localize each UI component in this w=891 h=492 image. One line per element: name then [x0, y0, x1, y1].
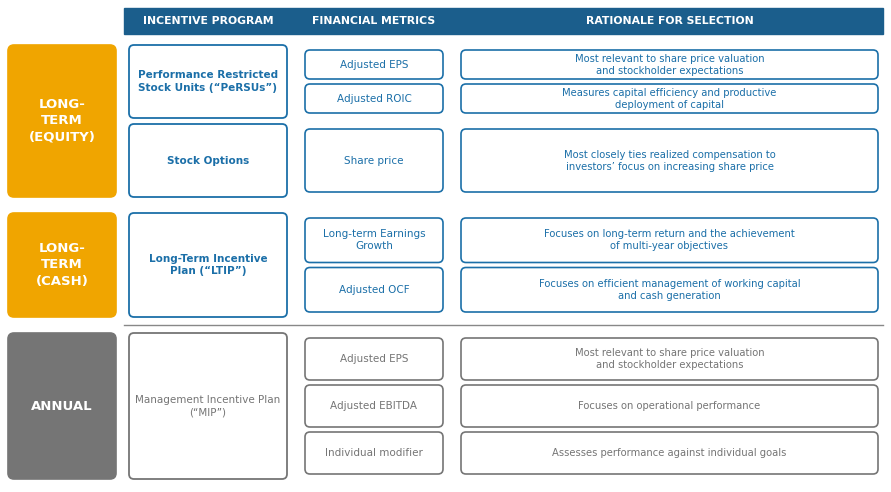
Text: FINANCIAL METRICS: FINANCIAL METRICS: [313, 16, 436, 26]
Text: Most relevant to share price valuation
and stockholder expectations: Most relevant to share price valuation a…: [575, 348, 764, 370]
Text: Focuses on efficient management of working capital
and cash generation: Focuses on efficient management of worki…: [539, 279, 800, 301]
FancyBboxPatch shape: [461, 129, 878, 192]
FancyBboxPatch shape: [461, 385, 878, 427]
Text: Adjusted EPS: Adjusted EPS: [339, 354, 408, 364]
FancyBboxPatch shape: [8, 333, 116, 479]
Text: Adjusted EBITDA: Adjusted EBITDA: [331, 401, 418, 411]
FancyBboxPatch shape: [129, 213, 287, 317]
FancyBboxPatch shape: [461, 432, 878, 474]
FancyBboxPatch shape: [305, 338, 443, 380]
FancyBboxPatch shape: [305, 84, 443, 113]
FancyBboxPatch shape: [461, 218, 878, 263]
FancyBboxPatch shape: [129, 124, 287, 197]
Text: Management Incentive Plan
(“MIP”): Management Incentive Plan (“MIP”): [135, 395, 281, 417]
Text: Measures capital efficiency and productive
deployment of capital: Measures capital efficiency and producti…: [562, 88, 777, 110]
Text: RATIONALE FOR SELECTION: RATIONALE FOR SELECTION: [585, 16, 754, 26]
Text: Share price: Share price: [344, 155, 404, 165]
Text: Adjusted EPS: Adjusted EPS: [339, 60, 408, 69]
FancyBboxPatch shape: [305, 385, 443, 427]
FancyBboxPatch shape: [305, 129, 443, 192]
Text: Long-Term Incentive
Plan (“LTIP”): Long-Term Incentive Plan (“LTIP”): [149, 254, 267, 276]
Text: Adjusted ROIC: Adjusted ROIC: [337, 93, 412, 103]
FancyBboxPatch shape: [461, 84, 878, 113]
FancyBboxPatch shape: [8, 45, 116, 197]
FancyBboxPatch shape: [305, 432, 443, 474]
Text: Most relevant to share price valuation
and stockholder expectations: Most relevant to share price valuation a…: [575, 54, 764, 75]
Text: INCENTIVE PROGRAM: INCENTIVE PROGRAM: [143, 16, 274, 26]
FancyBboxPatch shape: [8, 213, 116, 317]
Text: Most closely ties realized compensation to
investors’ focus on increasing share : Most closely ties realized compensation …: [564, 150, 775, 172]
Text: Stock Options: Stock Options: [167, 155, 249, 165]
Text: Assesses performance against individual goals: Assesses performance against individual …: [552, 448, 787, 458]
FancyBboxPatch shape: [461, 338, 878, 380]
Text: Long-term Earnings
Growth: Long-term Earnings Growth: [323, 229, 425, 251]
FancyBboxPatch shape: [461, 268, 878, 312]
FancyBboxPatch shape: [129, 45, 287, 118]
Bar: [124, 8, 883, 34]
FancyBboxPatch shape: [461, 50, 878, 79]
Text: Adjusted OCF: Adjusted OCF: [339, 285, 409, 295]
Text: Performance Restricted
Stock Units (“PeRSUs”): Performance Restricted Stock Units (“PeR…: [138, 70, 278, 92]
Text: Individual modifier: Individual modifier: [325, 448, 423, 458]
Text: LONG-
TERM
(CASH): LONG- TERM (CASH): [36, 242, 88, 288]
FancyBboxPatch shape: [305, 268, 443, 312]
FancyBboxPatch shape: [129, 333, 287, 479]
Text: LONG-
TERM
(EQUITY): LONG- TERM (EQUITY): [29, 98, 95, 144]
FancyBboxPatch shape: [305, 50, 443, 79]
Text: Focuses on operational performance: Focuses on operational performance: [578, 401, 761, 411]
Text: ANNUAL: ANNUAL: [31, 400, 93, 412]
Text: Focuses on long-term return and the achievement
of multi-year objectives: Focuses on long-term return and the achi…: [544, 229, 795, 251]
FancyBboxPatch shape: [305, 218, 443, 263]
